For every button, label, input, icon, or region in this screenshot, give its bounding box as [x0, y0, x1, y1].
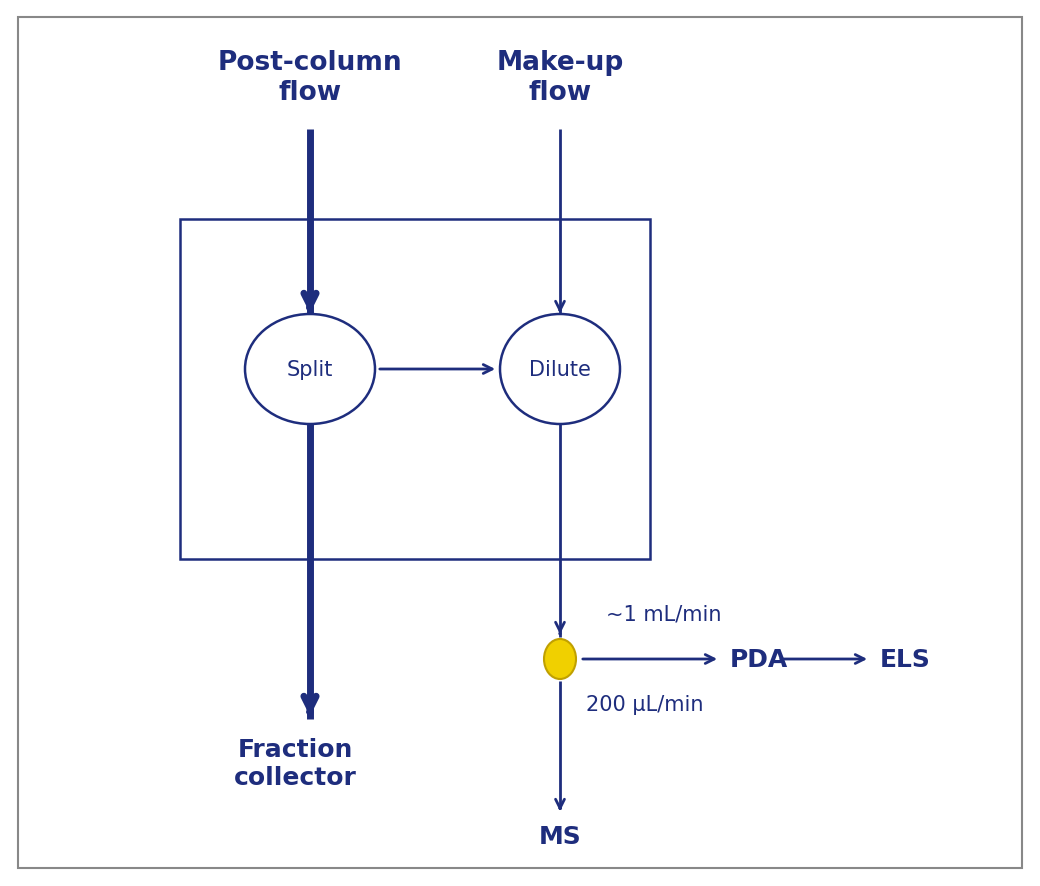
Text: 200 μL/min: 200 μL/min — [586, 695, 703, 714]
Text: ELS: ELS — [880, 648, 931, 672]
Text: Split: Split — [287, 360, 333, 379]
Bar — [180, 220, 650, 559]
Ellipse shape — [500, 315, 620, 424]
Text: Fraction
collector: Fraction collector — [234, 737, 357, 789]
Text: Make-up
flow: Make-up flow — [496, 50, 624, 106]
Text: PDA: PDA — [730, 648, 788, 672]
Text: Post-column
flow: Post-column flow — [217, 50, 402, 106]
Text: Dilute: Dilute — [529, 360, 591, 379]
Text: ~1 mL/min: ~1 mL/min — [606, 604, 722, 625]
Text: MS: MS — [539, 824, 581, 848]
Ellipse shape — [544, 640, 576, 680]
Ellipse shape — [245, 315, 375, 424]
